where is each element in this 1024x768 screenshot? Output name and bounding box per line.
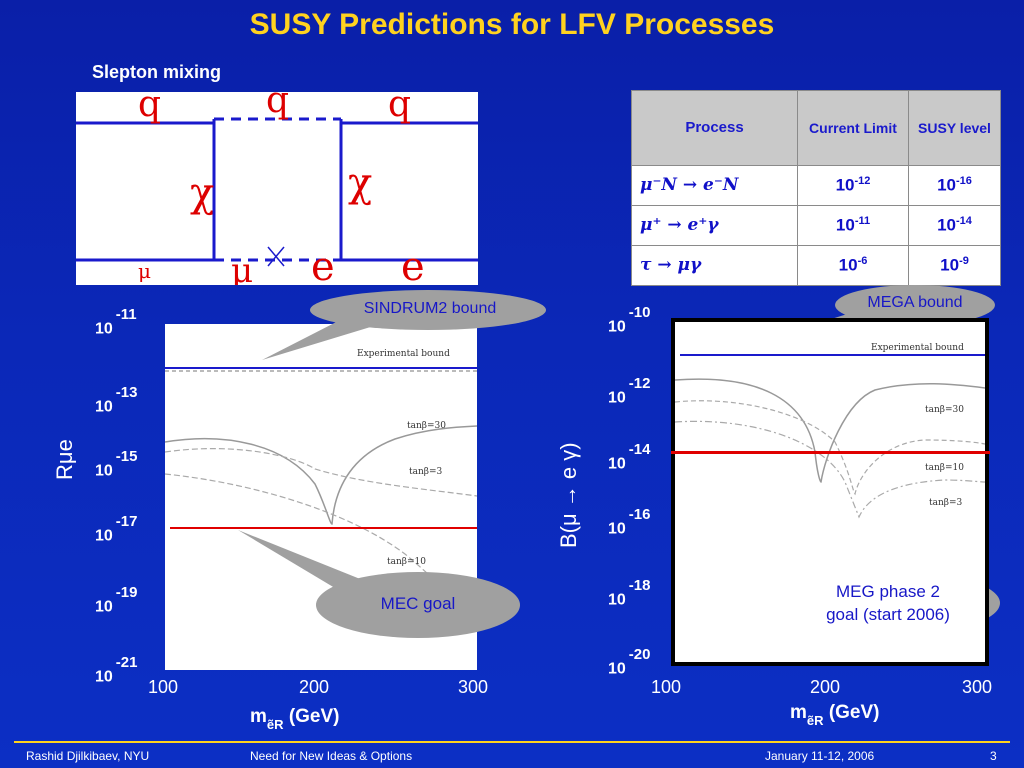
experimental-bound-label: Experimental bound	[357, 349, 450, 359]
process-cell: τ → μγ	[631, 244, 798, 287]
x-axis-label: mẽR (GeV)	[250, 706, 340, 732]
bmeg-plot-svg: Experimental bound tanβ=30 tanβ=10 tanβ=…	[674, 343, 986, 519]
mega-callout-bubble	[835, 285, 995, 325]
sindrum-callout-text: SINDRUM2 bound	[363, 300, 497, 317]
y-tick: 10-19	[95, 584, 138, 616]
header-susy-level: SUSY level	[908, 90, 1001, 166]
electron-label-2: e	[401, 244, 425, 285]
tanb10-label: tanβ=10	[925, 463, 964, 473]
process-cell: μ⁺ → e⁺γ	[631, 204, 798, 246]
slide-title: SUSY Predictions for LFV Processes	[249, 8, 775, 41]
meg-callout-text: MEG phase 2 goal (start 2006)	[826, 582, 950, 624]
y-axis-label: B(μ → e γ)	[556, 442, 581, 548]
header-current-limit: Current Limit	[797, 90, 909, 166]
y-tick: 10-21	[95, 654, 138, 686]
meg-goal-line	[671, 451, 990, 454]
header-process: Process	[631, 90, 798, 166]
sindrum-callout-bubble	[310, 290, 546, 330]
x-tick: 300	[458, 677, 489, 697]
y-tick: 10-16	[608, 506, 651, 538]
y-tick: 10-10	[608, 304, 651, 336]
quark-label-1: q	[138, 92, 161, 125]
tanb10-label: tanβ=10	[387, 557, 426, 567]
y-tick: 10-14	[608, 441, 651, 473]
mec-callout-bubble	[316, 572, 520, 638]
tanb3-label: tanβ=3	[409, 467, 443, 477]
x-tick: 100	[651, 677, 682, 697]
limit-cell: 10-12	[797, 164, 909, 206]
process-cell: μ⁻N → e⁻N	[631, 164, 798, 206]
x-axis-label: mẽR (GeV)	[790, 702, 880, 728]
table-row: μ⁺ → e⁺γ 10-11 10-14	[631, 204, 1001, 246]
mega-callout-text: MEGA bound	[867, 294, 963, 311]
neutralino-label-1: χ	[190, 170, 214, 216]
susy-cell: 10-9	[908, 244, 1001, 287]
bmeg-plot: Experimental bound tanβ=30 tanβ=10 tanβ=…	[671, 318, 989, 666]
tanb3-label: tanβ=3	[929, 498, 963, 508]
tanb10-curve	[674, 400, 986, 496]
feynman-diagram: q q q χ χ μ μ e e	[76, 80, 478, 291]
footer-divider	[14, 741, 1010, 743]
susy-cell: 10-14	[908, 204, 1001, 246]
electron-label-1: e	[311, 244, 335, 285]
y-tick: 10-13	[95, 384, 138, 416]
x-tick: 100	[148, 677, 179, 697]
tanb3-curve	[164, 448, 478, 497]
slide-subtitle: Slepton mixing	[92, 62, 222, 82]
experimental-bound-label: Experimental bound	[871, 343, 964, 353]
y-tick: 10-17	[95, 513, 138, 545]
footer-author: Rashid Djilkibaev, NYU	[26, 749, 150, 763]
tanb30-label: tanβ=30	[925, 405, 964, 415]
tanb30-curve	[674, 378, 986, 483]
footer-talk-title: Need for New Ideas & Options	[250, 749, 413, 763]
y-tick: 10-18	[608, 577, 651, 609]
tanb30-curve	[164, 425, 478, 525]
table-row: τ → μγ 10-6 10-9	[631, 244, 1001, 287]
footer-date: January 11-12, 2006	[765, 749, 875, 763]
quark-label-3: q	[388, 92, 411, 125]
mec-callout-text: MEC goal	[380, 594, 456, 613]
x-tick: 200	[810, 677, 841, 697]
table-row: μ⁻N → e⁻N 10-12 10-16	[631, 164, 1001, 206]
x-tick: 200	[299, 677, 330, 697]
footer-page-number: 3	[990, 749, 997, 763]
susy-cell: 10-16	[908, 164, 1001, 206]
process-table: Process Current Limit SUSY level μ⁻N → e…	[631, 90, 1001, 287]
tanb3-curve	[674, 420, 986, 519]
feynman-diagram-svg: q q q χ χ μ μ e e	[76, 80, 478, 291]
limit-cell: 10-6	[797, 244, 909, 287]
x-tick: 300	[962, 677, 993, 697]
mixing-cross-b	[267, 246, 285, 267]
y-tick: 10-12	[608, 375, 651, 407]
muon-label-small: μ	[138, 259, 151, 283]
neutralino-label-2: χ	[348, 160, 372, 206]
y-tick: 10-15	[95, 448, 138, 480]
muon-label-large: μ	[231, 251, 253, 285]
limit-cell: 10-11	[797, 204, 909, 246]
y-tick: 10-11	[95, 306, 137, 338]
y-tick: 10-20	[608, 646, 651, 678]
tanb30-label: tanβ=30	[407, 421, 446, 431]
